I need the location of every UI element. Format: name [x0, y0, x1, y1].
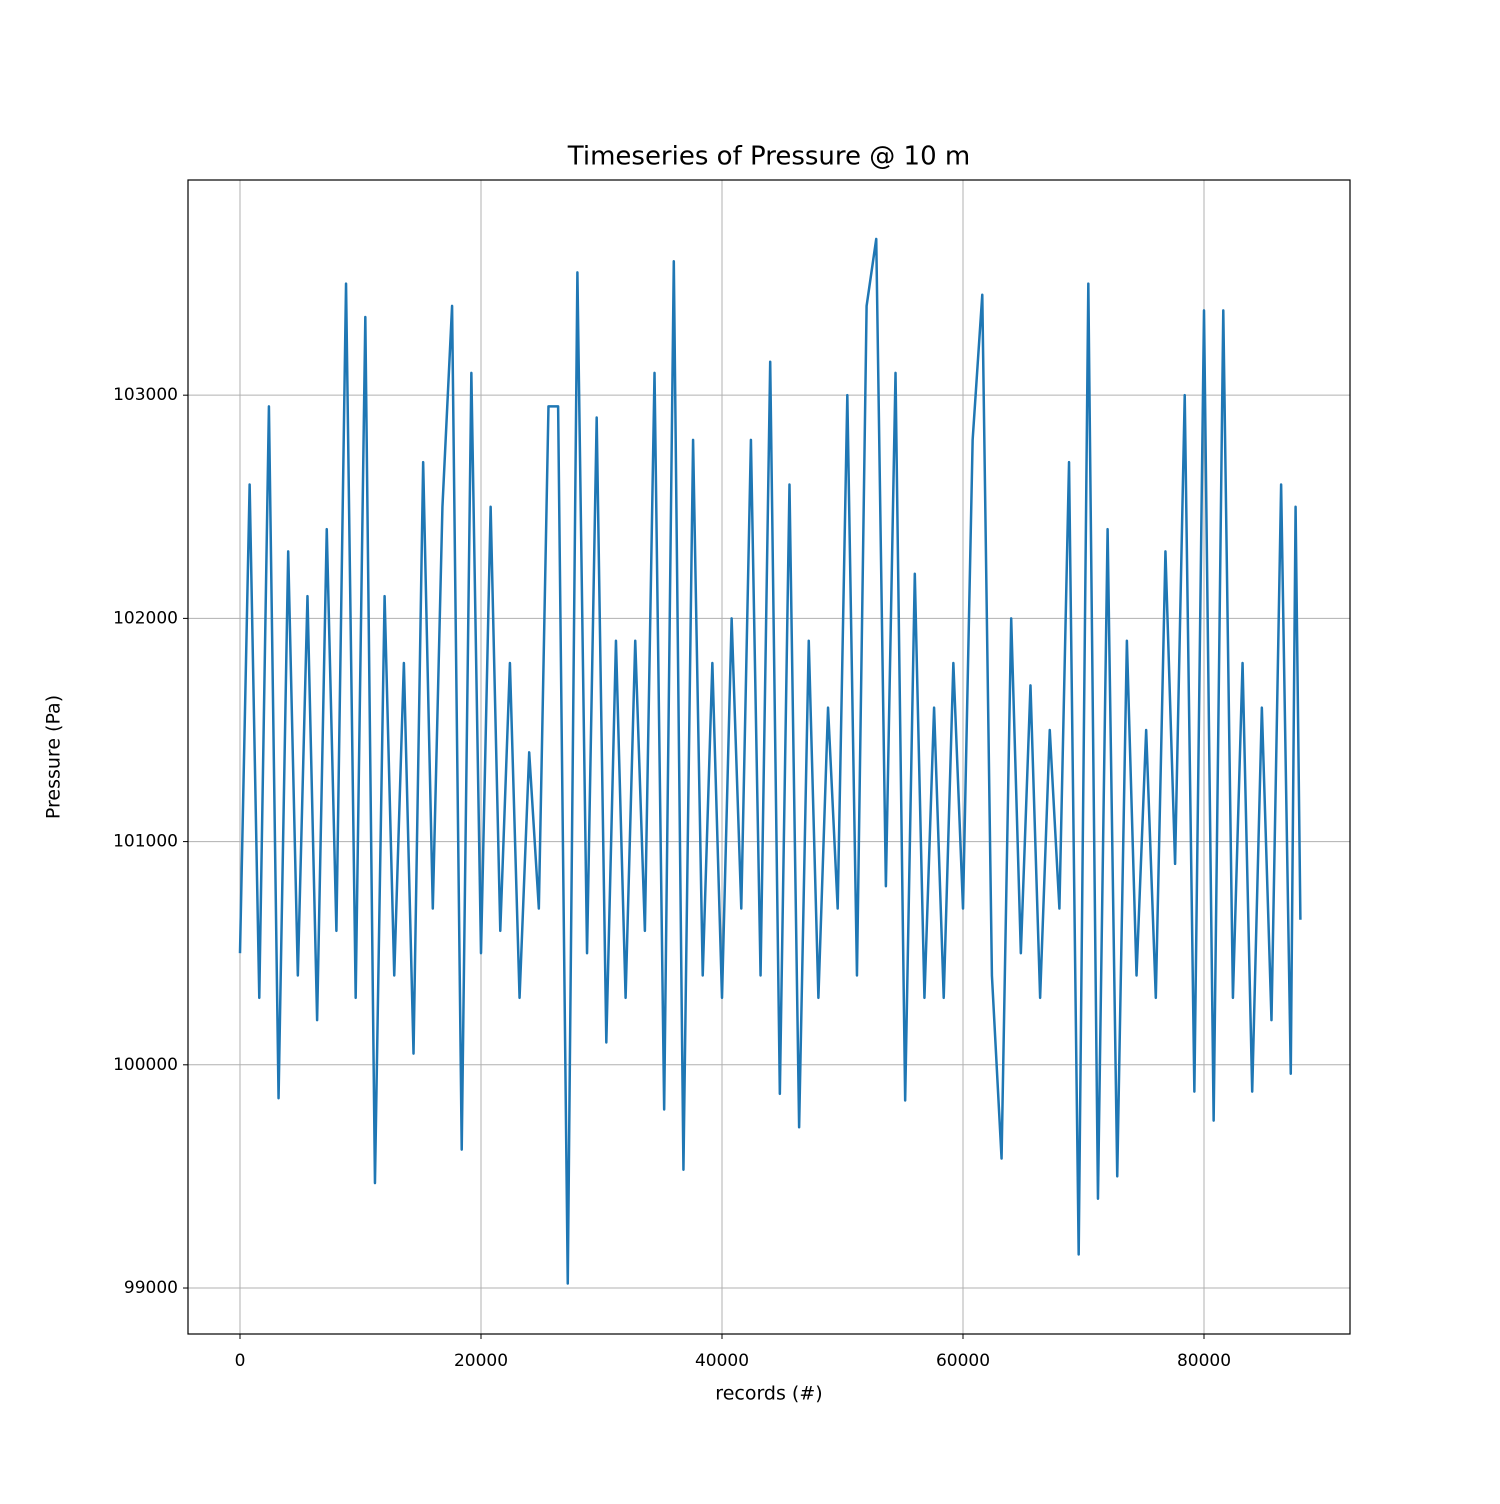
- y-tick-label: 103000: [113, 385, 178, 405]
- plot-frame: [187, 179, 1351, 1335]
- x-tick-label: 40000: [695, 1351, 749, 1371]
- chart-title: Timeseries of Pressure @ 10 m: [567, 142, 970, 172]
- y-axis-label: Pressure (Pa): [43, 695, 65, 819]
- x-tick-label: 20000: [454, 1351, 508, 1371]
- y-tick-label: 102000: [113, 608, 178, 628]
- data-line: [238, 237, 1302, 1285]
- x-tick-label: 80000: [1177, 1351, 1231, 1371]
- x-axis-label: records (#): [715, 1383, 822, 1405]
- x-tick-label: 0: [235, 1351, 246, 1371]
- y-tick-label: 101000: [113, 832, 178, 852]
- y-tick-label: 100000: [113, 1055, 178, 1075]
- y-tick-label: 99000: [124, 1278, 178, 1298]
- x-tick-label: 60000: [936, 1351, 990, 1371]
